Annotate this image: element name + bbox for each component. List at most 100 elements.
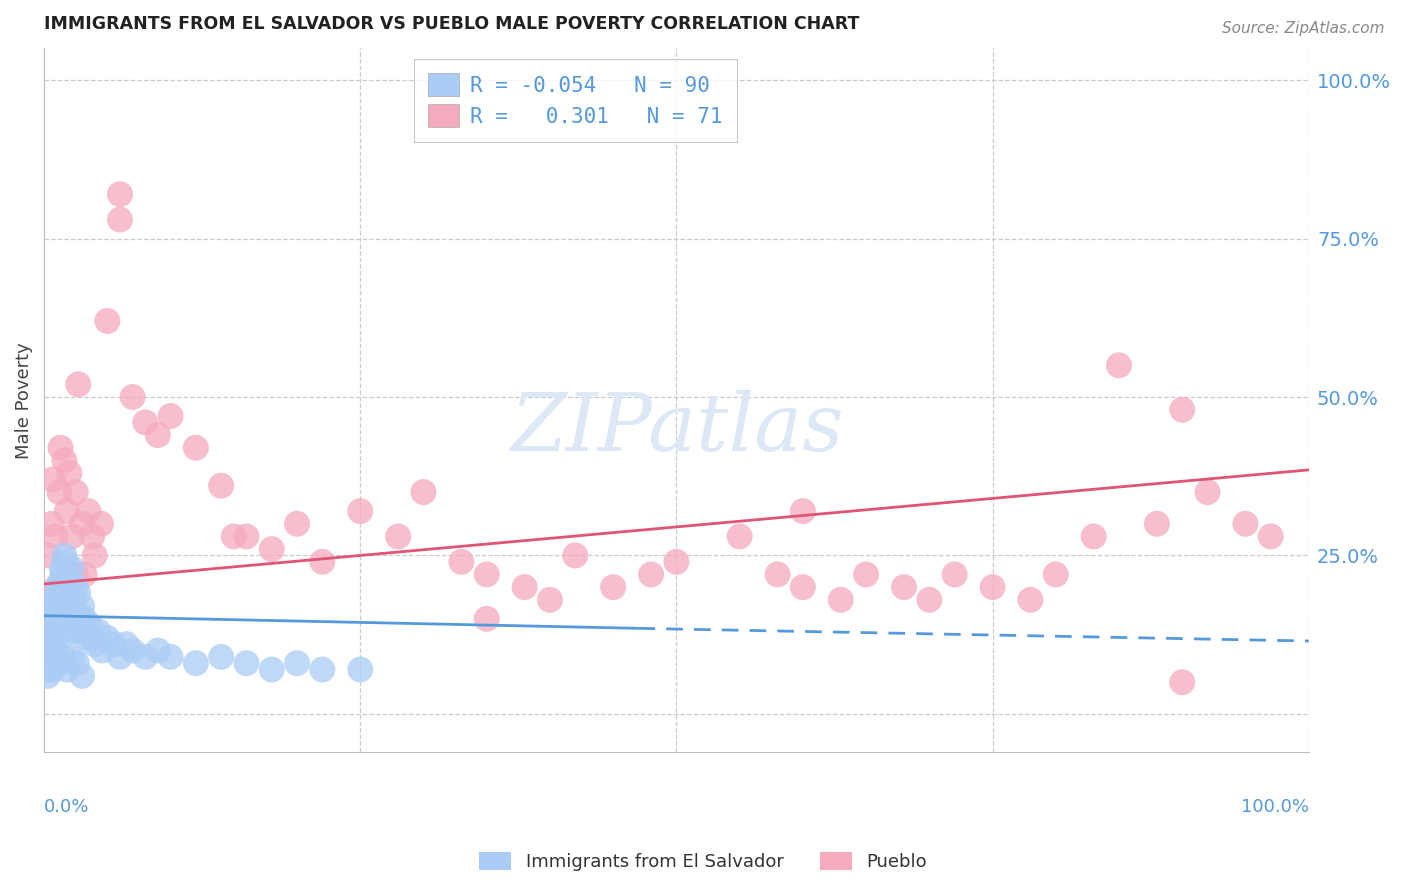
Point [475,612,498,626]
Point [39,663,62,677]
Point [60,612,83,626]
Point [37,637,59,651]
Point [387,529,409,543]
Point [792,580,814,594]
Point [56,624,79,639]
Point [60,561,83,575]
Point [48,586,70,600]
Point [115,637,138,651]
Point [146,643,169,657]
Point [79,618,101,632]
Point [311,663,333,677]
Point [44,606,66,620]
Point [53,453,76,467]
Point [38,631,60,645]
Point [56,580,79,594]
Point [52,567,75,582]
Point [1260,529,1282,543]
Point [45,649,67,664]
Point [48,624,70,639]
Point [475,567,498,582]
Y-axis label: Male Poverty: Male Poverty [15,342,32,458]
Point [184,656,207,670]
Point [56,567,79,582]
Point [73,567,96,582]
Point [235,656,257,670]
Point [52,649,75,664]
Point [1197,485,1219,500]
Point [70,599,93,614]
Point [222,529,245,543]
Point [1171,675,1194,690]
Point [34,649,56,664]
Point [83,549,105,563]
Point [56,504,79,518]
Point [1019,592,1042,607]
Point [39,656,62,670]
Point [41,624,63,639]
Point [76,631,98,645]
Text: 100.0%: 100.0% [1240,797,1309,815]
Point [235,529,257,543]
Point [53,549,76,563]
Point [41,649,63,664]
Point [108,212,131,227]
Point [103,637,125,651]
Point [72,624,94,639]
Point [49,441,72,455]
Point [45,592,67,607]
Point [792,504,814,518]
Point [766,567,789,582]
Point [53,599,76,614]
Point [209,479,232,493]
Point [38,606,60,620]
Point [77,504,100,518]
Text: 0.0%: 0.0% [44,797,90,815]
Point [44,618,66,632]
Point [285,656,308,670]
Point [35,618,58,632]
Point [96,314,118,328]
Point [108,187,131,202]
Point [513,580,536,594]
Point [37,612,59,626]
Point [67,586,90,600]
Point [1083,529,1105,543]
Point [44,643,66,657]
Point [39,612,62,626]
Point [1171,402,1194,417]
Point [260,542,283,557]
Point [38,656,60,670]
Point [73,612,96,626]
Point [82,631,104,645]
Point [1146,516,1168,531]
Point [48,656,70,670]
Point [66,656,89,670]
Point [56,618,79,632]
Point [52,567,75,582]
Point [855,567,877,582]
Text: IMMIGRANTS FROM EL SALVADOR VS PUEBLO MALE POVERTY CORRELATION CHART: IMMIGRANTS FROM EL SALVADOR VS PUEBLO MA… [44,15,859,33]
Point [60,529,83,543]
Point [87,624,110,639]
Point [640,567,662,582]
Point [69,618,91,632]
Point [45,580,67,594]
Point [55,606,77,620]
Point [58,574,80,588]
Point [349,663,371,677]
Point [41,516,63,531]
Point [35,643,58,657]
Point [39,631,62,645]
Point [1234,516,1257,531]
Point [37,549,59,563]
Point [108,649,131,664]
Point [285,516,308,531]
Point [134,649,156,664]
Legend: R = -0.054   N = 90, R =   0.301   N = 71: R = -0.054 N = 90, R = 0.301 N = 71 [413,59,737,142]
Text: ZIPatlas: ZIPatlas [509,390,844,467]
Point [65,580,87,594]
Point [34,624,56,639]
Point [58,466,80,480]
Point [34,643,56,657]
